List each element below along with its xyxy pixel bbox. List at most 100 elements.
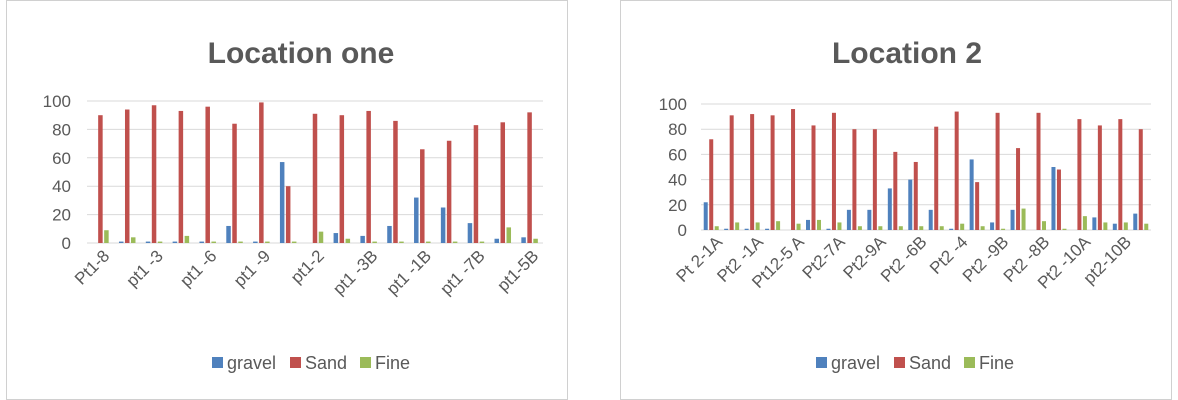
bar-fine-pt1-7	[238, 241, 243, 243]
bar-gravel-pt1-4	[172, 241, 178, 243]
bar-fine-pt1-4	[184, 235, 190, 243]
bar-fine-pt2-8a	[857, 226, 862, 230]
bar-fine-pt1-2b	[345, 238, 351, 243]
bar-sand-pt1-1b	[420, 149, 425, 243]
bar-sand-pt1-7	[232, 123, 237, 243]
legend-label-sand: Sand	[305, 353, 347, 373]
bar-gravel-pt2-4a	[765, 228, 770, 230]
bar-fine-pt1-9	[265, 241, 270, 243]
bar-fine-pt2-10b	[1123, 222, 1128, 230]
bar-gravel-pt2-9a	[867, 209, 872, 230]
bar-fine-pt1-1b	[426, 241, 431, 243]
bar-fine-pt1-7b	[479, 241, 485, 243]
bar-sand-pt2-4	[954, 111, 959, 230]
bar-fine-pt2-7a	[837, 222, 842, 230]
bar-fine-pt1-8b	[506, 227, 512, 243]
bar-sand-pt2-7a	[831, 112, 836, 230]
bar-sand-pt2-10	[1056, 169, 1061, 230]
bar-gravel-pt1-4b	[387, 225, 392, 243]
x-tick-label: pt1 -3B	[329, 246, 381, 298]
bar-sand-pt2-4a	[770, 115, 775, 230]
bar-fine-pt2-9a	[878, 226, 883, 230]
bar-gravel-pt2-9b	[990, 222, 995, 230]
bar-fine-pt2-1b	[980, 226, 985, 230]
bar-gravel-pt2-3	[928, 209, 933, 230]
bar-fine-pt2-10	[1062, 228, 1067, 230]
bar-fine-pt2-8b	[1042, 221, 1046, 230]
y-tick-label: 80	[52, 120, 71, 139]
legend-swatch-sand	[894, 357, 905, 368]
bar-gravel-pt2-6b	[908, 179, 913, 230]
bar-sand-pt2-8b	[1036, 112, 1041, 230]
chart-panel-location-one: Location one 0 20 40 60 80 100 Pt1-8 pt1 -3 pt1 -…	[6, 0, 568, 400]
bar-gravel-pt1-8b	[494, 238, 500, 243]
bar-sand-pt1-4b	[393, 120, 398, 243]
bar-gravel-pt1-5b	[521, 237, 526, 243]
bar-fine-pt1-6b	[452, 241, 458, 243]
bar-fine-pt1-1	[291, 241, 297, 243]
bar-sand-pt1-3	[151, 105, 157, 243]
bar-gravel-pt1-2b	[333, 233, 339, 243]
bar-sand-pt2-2b	[1016, 148, 1021, 230]
bar-gravel-pt1-6	[199, 241, 204, 243]
bar-fine-pt1-1a	[130, 237, 136, 243]
bar-sand-pt2-11a	[1097, 125, 1102, 230]
y-tick-label: 100	[659, 95, 687, 114]
bar-gravel-pt2-6a	[806, 219, 810, 230]
bar-sand-pt1-5b	[527, 112, 532, 243]
bar-sand-pt2-3	[934, 126, 939, 230]
bar-fine-pt1-3b	[372, 241, 377, 243]
x-tick-label: pt1 -7B	[437, 246, 489, 298]
bar-sand-pt2-5b	[893, 151, 898, 230]
y-tick-label: 20	[52, 206, 71, 225]
bar-sand-pt2-10b	[1118, 119, 1123, 230]
bar-sand-pt1-1a	[124, 109, 130, 244]
x-tick-label: Pt2-7A	[799, 232, 850, 283]
y-tick-label: 60	[668, 145, 687, 164]
x-tick-label: Pt1-8	[71, 246, 113, 288]
bar-gravel-pt2-10b	[1112, 223, 1117, 230]
bar-sand-pt1-6b	[446, 140, 452, 243]
bar-gravel-pt2-2b	[1010, 209, 1015, 230]
legend-swatch-sand	[290, 357, 301, 368]
legend-swatch-gravel	[816, 357, 827, 368]
bar-fine-pt1-8	[104, 230, 109, 243]
bar-fine-pt2-9b	[1001, 228, 1006, 230]
bar-fine-pt2-5b	[898, 226, 903, 230]
y-tick-label: 0	[678, 221, 687, 240]
bar-fine-pt2-11b	[1144, 223, 1149, 230]
bar-fine-pt2-11a	[1103, 222, 1108, 230]
bar-fine-pt2-6a	[817, 219, 821, 230]
x-tick-label: pt1-2	[287, 246, 328, 287]
x-tick-label: pt1 -9	[230, 246, 274, 290]
bar-gravel-pt1-6b	[440, 207, 446, 243]
legend-label-sand: Sand	[909, 353, 951, 373]
bar-sand-pt2-6b	[913, 161, 918, 230]
y-tick-label: 0	[62, 234, 71, 253]
bar-sand-pt1-6	[205, 106, 210, 244]
bar-sand-pt2-10a	[1077, 119, 1082, 230]
bar-sand-pt1-2b	[339, 115, 345, 243]
bar-fine-pt1-2	[318, 231, 324, 243]
bar-fine-pt12-5-a	[796, 223, 801, 230]
bar-gravel-pt2-8a	[846, 209, 851, 230]
legend-label-fine: Fine	[375, 353, 410, 373]
bar-gravel-pt1-3b	[360, 235, 365, 243]
chart-panel-location-2: Location 2 0 20 40 60 80 100 Pt 2-1A Pt2 -1A Pt12…	[620, 0, 1172, 400]
legend-swatch-gravel	[212, 357, 223, 368]
bar-gravel-pt2-10	[1051, 167, 1056, 230]
bar-fine-pt1-6	[211, 241, 216, 243]
bar-gravel-pt1-7	[226, 225, 231, 243]
bar-fine-pt2-3a	[735, 222, 740, 230]
bar-fine-pt1-5b	[533, 238, 538, 243]
bar-sand-pt1-1	[285, 186, 291, 243]
bar-sand-pt2-3a	[729, 115, 734, 230]
bar-sand-pt1-8	[98, 115, 103, 243]
legend-swatch-fine	[964, 357, 975, 368]
x-tick-label: pt1 -1B	[383, 246, 435, 298]
y-tick-label: 40	[668, 171, 687, 190]
bar-fine-pt2-4	[960, 223, 965, 230]
bar-sand-pt1-3b	[366, 110, 371, 243]
bar-gravel-pt2-11b	[1133, 213, 1138, 230]
